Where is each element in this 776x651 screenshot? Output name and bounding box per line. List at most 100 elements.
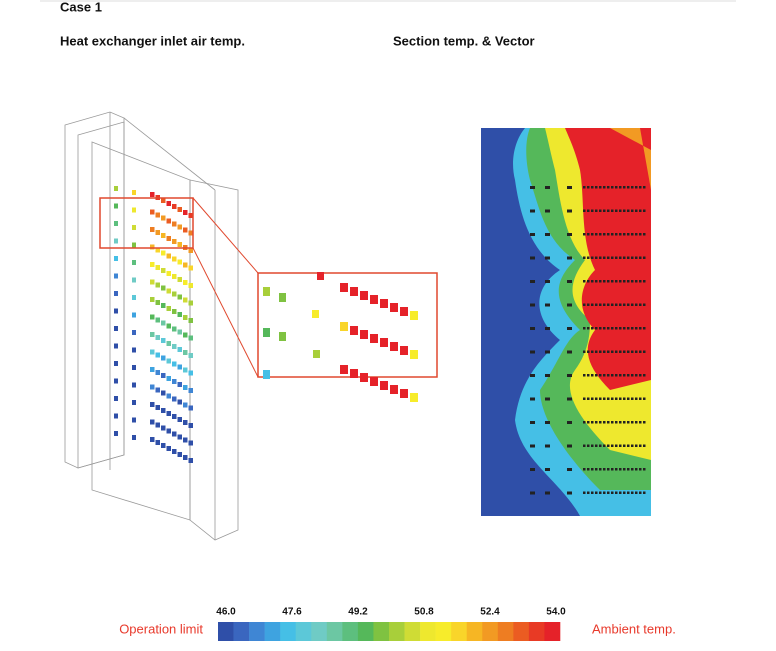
colorbar: 46.0 47.6 49.2 50.8 52.4 54.0 [216,607,566,641]
right-title: Section temp. & Vector [393,33,535,48]
cell [177,382,182,387]
cell [188,353,193,358]
vector [545,491,550,495]
cell [183,367,188,373]
vector [639,421,642,424]
cell [155,387,160,393]
cell [166,306,171,311]
vector [615,421,618,424]
vector [530,397,535,401]
cell [161,338,166,343]
cell [150,209,155,215]
vector [603,280,606,283]
vector [639,350,642,353]
cell [161,408,166,413]
color-swatch [218,622,234,641]
vector [599,186,602,189]
vector [623,374,626,377]
vector [623,327,626,330]
cell [177,452,182,457]
color-swatch [544,622,561,641]
cell [132,347,136,353]
zoom-cell [390,385,398,394]
cell [177,207,182,212]
tick-label: 49.2 [348,607,368,618]
cell [177,224,182,230]
vector [627,186,630,189]
vector [607,397,610,400]
vector [599,327,602,330]
cell [155,317,160,323]
vector [623,209,626,212]
zoom-cell [380,338,388,347]
zoom-cell [340,365,348,374]
vector [627,233,630,236]
cell [177,417,182,422]
zoom-cell [340,283,348,292]
color-swatch [249,622,265,641]
vector [530,280,535,283]
color-swatch [420,622,436,641]
cell [172,361,177,367]
cell [161,285,166,291]
vector [595,303,598,306]
vector [611,327,614,330]
cell [150,244,155,250]
cell [155,370,160,375]
vector [567,209,572,213]
vector [595,327,598,330]
zoom-cell [370,377,378,386]
cell [188,458,193,463]
cell [183,210,188,215]
vector [607,256,610,259]
vector [545,186,550,189]
cell [172,414,177,419]
zoom-cell [400,346,408,355]
vector [530,491,535,495]
vector [635,491,638,494]
vector [607,280,610,283]
vector [619,256,622,259]
vector [607,350,610,353]
cell [188,335,193,341]
zoom-line [192,197,259,274]
cell [161,320,166,326]
vector [623,350,626,353]
vector [545,280,550,283]
vector [583,186,586,189]
cell [132,330,136,335]
zoom-cell [410,311,418,320]
vector [611,256,614,259]
vector [611,186,614,189]
cell [114,291,118,296]
vector [567,280,572,283]
vector [635,444,638,447]
vector [595,374,598,377]
vector [631,374,634,377]
zoom-cell [410,350,418,359]
vector [567,186,572,189]
vector [603,327,606,330]
vector [603,350,606,353]
cell [177,294,182,300]
vector [639,256,642,259]
cell [188,318,193,323]
vector [607,327,610,330]
color-swatch [404,622,421,641]
cell [183,227,188,233]
vector [639,468,642,471]
cell [188,300,193,306]
vector [635,350,638,353]
cell [166,253,171,259]
vector [599,280,602,283]
vector [591,233,594,236]
vector [623,468,626,471]
vector [635,209,638,212]
color-swatch [435,622,452,641]
vector [530,303,535,307]
vector [615,468,618,471]
vector [587,209,590,212]
cell [150,367,155,372]
color-swatch [264,622,281,641]
vector [603,303,606,306]
